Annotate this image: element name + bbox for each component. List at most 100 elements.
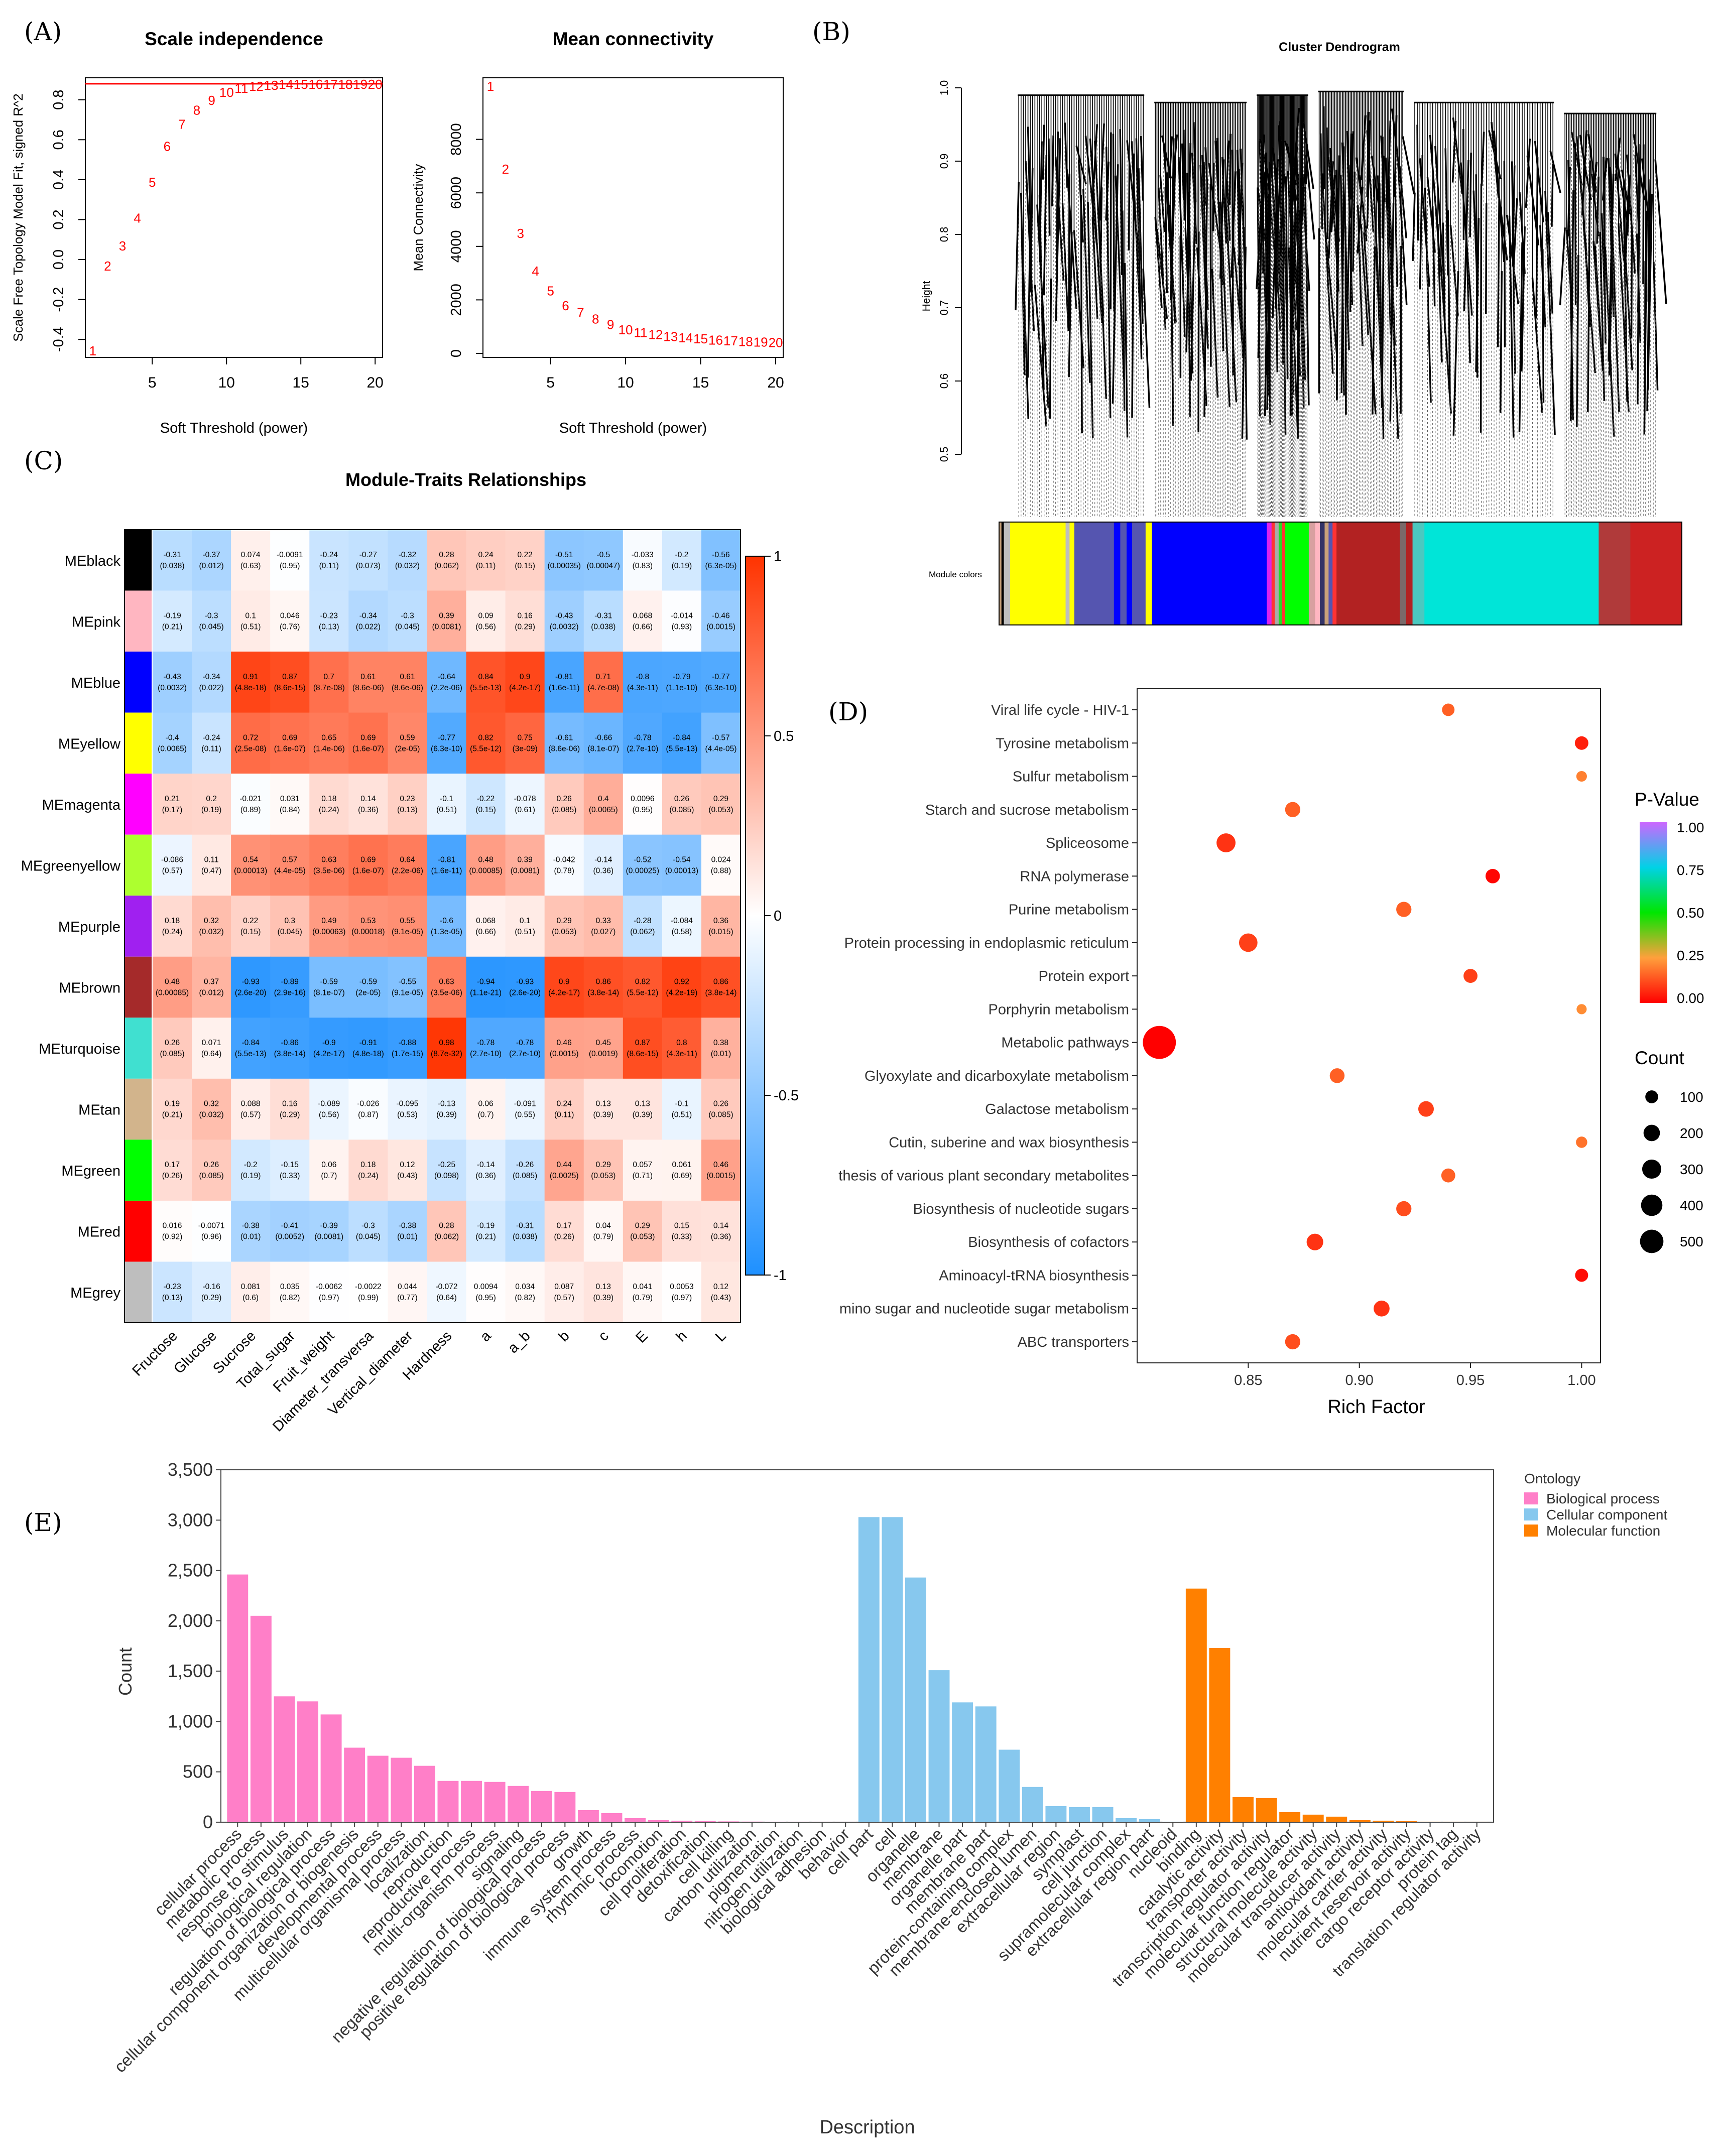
heatmap-cell-pvalue: (0.17) <box>162 806 183 814</box>
heatmap-cell-pvalue: (4.2e-17) <box>548 989 580 997</box>
heatmap-cell-pvalue: (0.022) <box>199 684 224 692</box>
heatmap-cell-value: 0.024 <box>711 855 731 864</box>
heatmap-cell <box>623 1079 663 1140</box>
heatmap-cell-pvalue: (0.79) <box>593 1233 614 1241</box>
heatmap-cell <box>427 1139 466 1201</box>
y-tick-label: 1,000 <box>168 1711 213 1731</box>
dendrogram-branch <box>1129 163 1130 250</box>
heatmap-cell <box>701 957 741 1018</box>
heatmap-cell-value: 0.28 <box>439 551 454 559</box>
heatmap-cell-value: 0.13 <box>635 1100 650 1108</box>
heatmap-cell-pvalue: (8.6e-06) <box>352 684 384 692</box>
heatmap-cell-pvalue: (0.39) <box>593 1111 614 1119</box>
heatmap-cell-pvalue: (2e-05) <box>355 989 381 997</box>
data-point-label: 17 <box>723 333 738 348</box>
heatmap-cell-value: 0.44 <box>557 1161 572 1169</box>
heatmap-cell-value: 0.18 <box>165 917 180 925</box>
heatmap-cell-value: 0.06 <box>321 1161 336 1169</box>
enrichment-dot <box>1330 1068 1345 1083</box>
y-tick-label: 6000 <box>448 177 464 209</box>
enrichment-dot <box>1576 1136 1587 1148</box>
data-point-label: 9 <box>607 317 614 332</box>
heatmap-cell <box>427 835 466 896</box>
module-color-swatch <box>125 530 152 591</box>
heatmap-cell-value: -0.3 <box>205 611 218 620</box>
heatmap-cell <box>584 1079 624 1140</box>
heatmap-title: Module-Traits Relationships <box>345 469 586 490</box>
heatmap-cell-pvalue: (0.032) <box>199 928 224 936</box>
heatmap-cell-pvalue: (0.82) <box>515 1294 535 1302</box>
heatmap-cell-pvalue: (0.33) <box>280 1172 300 1180</box>
heatmap-cell-pvalue: (4.4e-05) <box>705 744 737 753</box>
heatmap-cell-value: 0.016 <box>163 1222 182 1230</box>
heatmap-cell-pvalue: (0.01) <box>240 1233 261 1241</box>
heatmap-cell-value: -0.16 <box>202 1283 220 1291</box>
heatmap-cell-value: -0.93 <box>516 978 534 986</box>
heatmap-cell-value: -0.6 <box>440 917 453 925</box>
module-color-segment <box>1279 522 1282 625</box>
heatmap-cell-pvalue: (0.11) <box>554 1111 574 1119</box>
heatmap-cell-value: -0.042 <box>553 855 575 864</box>
heatmap-cell-pvalue: (3.8e-14) <box>705 989 737 997</box>
heatmap-cell-value: -0.43 <box>163 673 181 681</box>
heatmap-cell-value: -0.43 <box>555 611 573 620</box>
heatmap-cell-value: 0.26 <box>674 795 689 803</box>
heatmap-cell-pvalue: (0.062) <box>630 928 655 936</box>
heatmap-cell-value: -0.28 <box>634 917 651 925</box>
heatmap-cell-pvalue: (2.9e-16) <box>274 989 306 997</box>
enrichment-dot <box>1442 704 1454 716</box>
heatmap-cell-value: -0.59 <box>320 978 338 986</box>
go-bar <box>882 1517 903 1822</box>
go-bar <box>554 1792 575 1822</box>
module-color-segment <box>1630 522 1682 625</box>
heatmap-cell <box>231 774 271 835</box>
heatmap-cell-value: -0.31 <box>163 551 181 559</box>
heatmap-cell-pvalue: (8.1e-07) <box>587 744 619 753</box>
heatmap-cell <box>466 774 506 835</box>
heatmap-cell <box>466 530 506 591</box>
heatmap-cell-value: 0.071 <box>202 1039 221 1047</box>
heatmap-cell-value: 0.044 <box>398 1283 417 1291</box>
heatmap-cell-value: -0.014 <box>671 611 693 620</box>
heatmap-cell <box>662 652 702 713</box>
heatmap-cell-value: -0.57 <box>712 733 729 742</box>
heatmap-cell-value: 0.55 <box>400 917 415 925</box>
heatmap-cell-pvalue: (0.21) <box>475 1233 496 1241</box>
heatmap-cell <box>545 591 584 652</box>
heatmap-cell-pvalue: (0.0081) <box>511 866 540 875</box>
module-color-segment <box>1285 522 1309 625</box>
heatmap-cell-value: 0.26 <box>713 1100 728 1108</box>
heatmap-cell-value: -0.2 <box>244 1161 258 1169</box>
heatmap-cell-value: -0.086 <box>161 855 183 864</box>
heatmap-cell-value: 0.12 <box>713 1283 728 1291</box>
heatmap-cell-pvalue: (1.6e-07) <box>352 866 384 875</box>
row-label: MEgreenyellow <box>21 858 121 874</box>
heatmap-cell-pvalue: (0.57) <box>162 866 183 875</box>
heatmap-cell <box>427 1079 466 1140</box>
heatmap-cell-pvalue: (0.045) <box>395 622 420 631</box>
heatmap-cell-pvalue: (0.085) <box>513 1172 537 1180</box>
heatmap-cell <box>388 835 427 896</box>
heatmap-cell <box>584 1139 624 1201</box>
heatmap-cell-value: 0.69 <box>360 733 376 742</box>
heatmap-cell-pvalue: (8.6e-06) <box>392 684 423 692</box>
dendrogram-branch <box>1210 184 1211 367</box>
heatmap-cell-pvalue: (4.3e-11) <box>666 1050 697 1058</box>
heatmap-cell <box>545 957 584 1018</box>
colorbar-tick-label: -0.5 <box>774 1088 799 1104</box>
heatmap-cell-pvalue: (0.00025) <box>626 866 659 875</box>
heatmap-cell-pvalue: (0.19) <box>240 1172 261 1180</box>
data-point-label: 1 <box>89 343 96 358</box>
heatmap-cell-pvalue: (1.1e-10) <box>666 684 697 692</box>
pvalue-tick-label: 0.00 <box>1677 990 1704 1006</box>
y-axis-label: Count <box>115 1647 136 1696</box>
heatmap-cell <box>231 896 271 957</box>
heatmap-cell <box>584 713 624 774</box>
heatmap-cell-pvalue: (0.82) <box>280 1294 300 1302</box>
heatmap-cell-value: -0.14 <box>594 855 612 864</box>
heatmap-cell <box>701 1018 741 1079</box>
heatmap-cell-pvalue: (0.92) <box>162 1233 183 1241</box>
heatmap-cell-value: -0.81 <box>555 673 573 681</box>
heatmap-cell <box>662 713 702 774</box>
heatmap-cell-value: -0.14 <box>477 1161 495 1169</box>
